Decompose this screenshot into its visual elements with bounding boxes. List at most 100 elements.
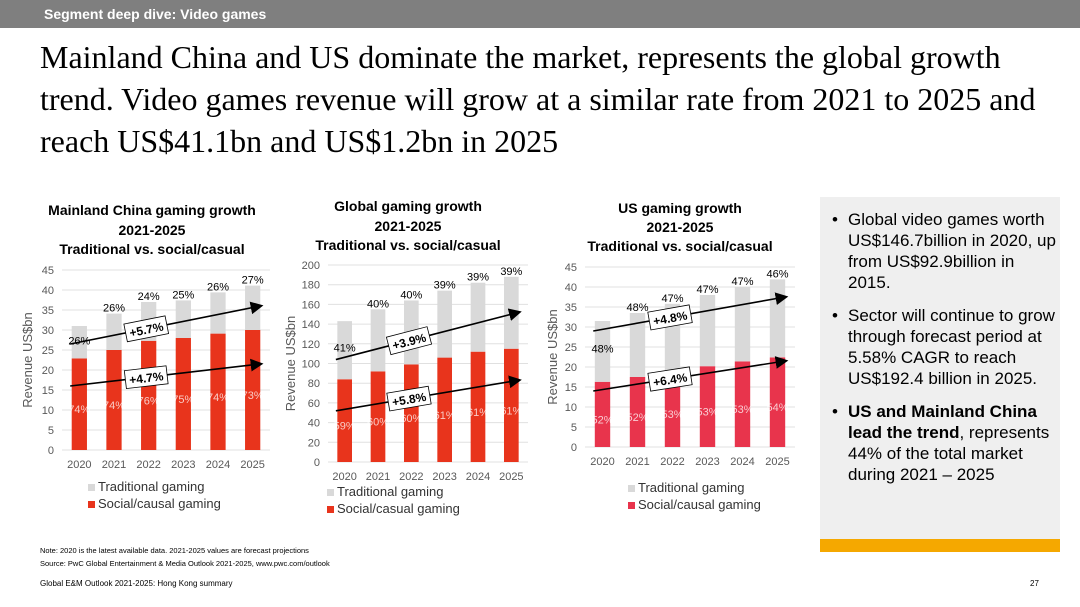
y-tick-label: 15 xyxy=(565,382,577,394)
data-label-social-casual: 52% xyxy=(591,414,613,426)
data-label-traditional: 27% xyxy=(242,275,264,287)
y-tick-label: 0 xyxy=(571,442,577,454)
y-tick-label: 120 xyxy=(302,339,320,351)
bar-social-casual xyxy=(594,381,611,447)
data-label-social-casual: 61% xyxy=(434,410,456,422)
bar-social-casual xyxy=(699,366,716,447)
bar-social-casual xyxy=(337,379,352,462)
data-label-social-casual: 74% xyxy=(103,400,125,412)
legend-swatch xyxy=(327,489,334,496)
bar-traditional xyxy=(594,321,611,382)
data-label-social-casual: 61% xyxy=(467,407,489,419)
bar-social-casual xyxy=(370,371,386,462)
data-label-social-casual: 59% xyxy=(334,421,356,433)
data-label-traditional: 46% xyxy=(766,268,788,280)
bar-social-casual xyxy=(470,351,486,462)
bar-traditional xyxy=(470,282,486,352)
legend-label: Traditional gaming xyxy=(98,479,204,494)
source-note: Source: PwC Global Entertainment & Media… xyxy=(40,559,330,568)
y-tick-label: 30 xyxy=(42,325,54,337)
bar-social-casual xyxy=(71,358,87,450)
x-tick-label: 2023 xyxy=(432,471,456,483)
chart-title-line: Traditional vs. social/casual xyxy=(59,241,244,257)
data-label-social-casual: 52% xyxy=(626,412,648,424)
section-bar: Segment deep dive: Video games xyxy=(0,0,1080,28)
y-axis-label: Revenue US$bn xyxy=(20,312,35,407)
bar-traditional xyxy=(699,295,716,367)
data-label-traditional: 41% xyxy=(334,342,356,354)
y-tick-label: 40 xyxy=(308,418,320,430)
data-label-traditional: 26% xyxy=(103,303,125,315)
chart-title-line: 2021-2025 xyxy=(119,222,186,238)
y-tick-label: 30 xyxy=(565,322,577,334)
bar-traditional xyxy=(370,309,386,372)
data-label-traditional: 48% xyxy=(626,302,648,314)
x-tick-label: 2022 xyxy=(136,459,160,471)
cagr-label: +4.8% xyxy=(652,308,689,328)
cagr-label: +4.7% xyxy=(128,369,164,387)
data-label-traditional: 24% xyxy=(138,291,160,303)
chart-svg: Mainland China gaming growth 2021-2025 Tra… xyxy=(20,202,270,511)
cagr-badge: +5.8% xyxy=(386,385,432,412)
x-tick-label: 2025 xyxy=(765,456,789,468)
cagr-badge: +4.8% xyxy=(647,304,693,331)
data-label-social-casual: 60% xyxy=(367,417,389,429)
bar-traditional xyxy=(437,290,452,358)
y-tick-label: 20 xyxy=(42,365,54,377)
x-tick-label: 2021 xyxy=(366,471,390,483)
x-tick-label: 2022 xyxy=(399,471,423,483)
x-tick-label: 2020 xyxy=(590,456,614,468)
y-tick-label: 10 xyxy=(565,402,577,414)
data-label-social-casual: 53% xyxy=(696,407,718,419)
data-label-social-casual: 60% xyxy=(400,413,422,425)
y-tick-label: 5 xyxy=(48,425,54,437)
y-tick-label: 80 xyxy=(308,378,320,390)
data-label-social-casual: 53% xyxy=(731,404,753,416)
bar-social-casual xyxy=(106,350,122,450)
legend-label: Social/casual gaming xyxy=(337,501,460,516)
data-label-social-casual: 73% xyxy=(242,390,264,402)
y-tick-label: 180 xyxy=(302,280,320,292)
bar-social-casual xyxy=(175,338,191,450)
y-tick-label: 5 xyxy=(571,422,577,434)
data-label-traditional: 48% xyxy=(591,343,613,355)
bar-social-casual xyxy=(664,371,681,447)
y-tick-label: 200 xyxy=(302,260,320,272)
chart-title-line: 2021-2025 xyxy=(647,219,714,235)
x-tick-label: 2024 xyxy=(206,459,230,471)
data-label-traditional: 47% xyxy=(661,293,683,305)
x-tick-label: 2022 xyxy=(660,456,684,468)
legend-swatch xyxy=(88,501,95,508)
bar-social-casual xyxy=(629,377,646,447)
x-tick-label: 2021 xyxy=(102,459,126,471)
y-tick-label: 25 xyxy=(42,345,54,357)
key-points-list: Global video games worth US$146.7billion… xyxy=(830,209,1056,497)
data-label-social-casual: 61% xyxy=(500,405,522,417)
x-tick-label: 2023 xyxy=(171,459,195,471)
y-tick-label: 100 xyxy=(302,359,320,371)
x-tick-label: 2020 xyxy=(67,459,91,471)
legend-swatch xyxy=(88,484,95,491)
y-tick-label: 25 xyxy=(565,342,577,354)
y-tick-label: 0 xyxy=(48,445,54,457)
data-label-traditional: 39% xyxy=(467,272,489,284)
bar-social-casual xyxy=(210,333,226,450)
bar-social-casual xyxy=(734,361,751,447)
chart-svg: US gaming growth 2021-2025 Traditional vs.… xyxy=(545,200,795,512)
bar-traditional xyxy=(769,279,786,358)
chart-title-line: Global gaming growth xyxy=(334,198,482,214)
legend-label: Traditional gaming xyxy=(337,484,443,499)
x-tick-label: 2025 xyxy=(499,471,523,483)
bar-social-casual xyxy=(437,357,452,462)
key-point-1: Global video games worth US$146.7billion… xyxy=(830,209,1056,293)
y-tick-label: 45 xyxy=(565,262,577,274)
data-label-traditional: 39% xyxy=(500,266,522,278)
data-note: Note: 2020 is the latest available data.… xyxy=(40,546,309,555)
legend-label: Social/causal gaming xyxy=(98,496,221,511)
y-tick-label: 35 xyxy=(565,302,577,314)
data-label-traditional: 39% xyxy=(434,280,456,292)
data-label-traditional: 26% xyxy=(207,281,229,293)
data-label-traditional: 25% xyxy=(172,289,194,301)
data-label-social-casual: 54% xyxy=(766,402,788,414)
bar-traditional xyxy=(629,313,646,377)
